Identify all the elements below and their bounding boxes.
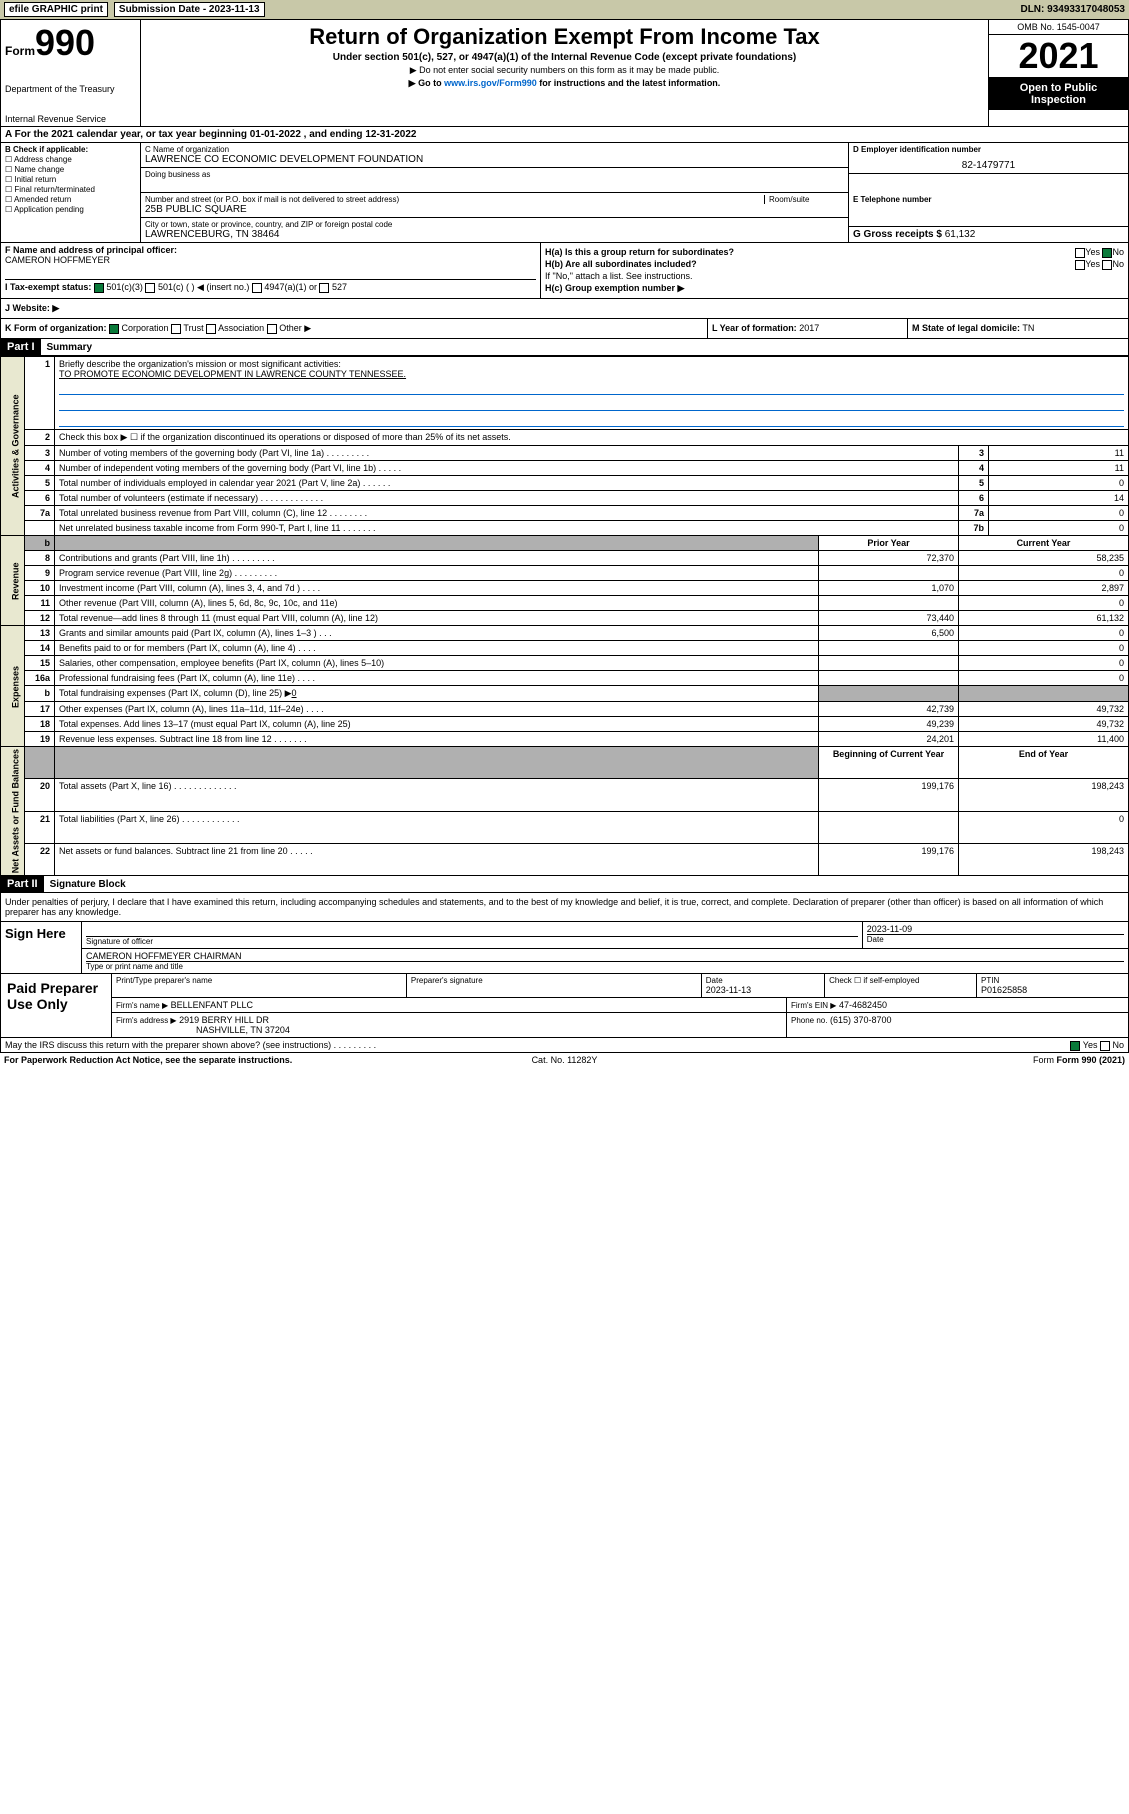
cb-corp[interactable]: [109, 324, 119, 334]
box-m: M State of legal domicile: TN: [908, 319, 1128, 338]
cb-527[interactable]: [319, 283, 329, 293]
box-l: L Year of formation: 2017: [708, 319, 908, 338]
omb-number: OMB No. 1545-0047: [989, 20, 1128, 35]
ein-label: D Employer identification number: [853, 145, 1124, 154]
part2-header: Part IISignature Block: [0, 876, 1129, 893]
header-left: Form990 Department of the Treasury Inter…: [1, 20, 141, 126]
row-fh: F Name and address of principal officer:…: [0, 243, 1129, 299]
cb-amended[interactable]: ☐ Amended return: [5, 195, 136, 204]
irs-link[interactable]: www.irs.gov/Form990: [444, 78, 537, 88]
box-h: H(a) Is this a group return for subordin…: [541, 243, 1128, 298]
cat-no: Cat. No. 11282Y: [378, 1055, 752, 1065]
irs: Internal Revenue Service: [5, 114, 136, 124]
dba-block: Doing business as: [141, 168, 848, 193]
section-bcde: B Check if applicable: ☐ Address change …: [0, 143, 1129, 243]
row-a: A For the 2021 calendar year, or tax yea…: [0, 127, 1129, 143]
page-footer: For Paperwork Reduction Act Notice, see …: [0, 1053, 1129, 1067]
ein-block: D Employer identification number 82-1479…: [849, 143, 1128, 174]
paperwork-notice: For Paperwork Reduction Act Notice, see …: [4, 1055, 378, 1065]
top-bar: efile GRAPHIC print Submission Date - 20…: [0, 0, 1129, 19]
officer-name: CAMERON HOFFMEYER: [5, 255, 536, 265]
cb-assoc[interactable]: [206, 324, 216, 334]
tax-year: 2021: [989, 35, 1128, 78]
cb-name-change[interactable]: ☐ Name change: [5, 165, 136, 174]
box-b: B Check if applicable: ☐ Address change …: [1, 143, 141, 242]
dept-treasury: Department of the Treasury: [5, 84, 136, 94]
submission-date: Submission Date - 2023-11-13: [114, 2, 265, 17]
header-title-block: Return of Organization Exempt From Incom…: [141, 20, 988, 126]
declaration: Under penalties of perjury, I declare th…: [1, 893, 1128, 921]
cb-final-return[interactable]: ☐ Final return/terminated: [5, 185, 136, 194]
ssn-note: ▶ Do not enter social security numbers o…: [145, 65, 984, 76]
box-i-label: I Tax-exempt status:: [5, 282, 91, 292]
form-subtitle: Under section 501(c), 527, or 4947(a)(1)…: [145, 52, 984, 63]
box-cde: C Name of organization LAWRENCE CO ECONO…: [141, 143, 1128, 242]
summary-table: Activities & Governance 1 Briefly descri…: [0, 356, 1129, 876]
phone-block: E Telephone number: [849, 193, 1128, 227]
part1-header: Part ISummary: [0, 339, 1129, 356]
open-public: Open to Public Inspection: [989, 78, 1128, 110]
cb-501c3[interactable]: [94, 283, 104, 293]
officer-name-title: CAMERON HOFFMEYER CHAIRMAN: [86, 951, 1124, 961]
form-ref: Form Form 990 (2021): [751, 1055, 1125, 1065]
org-name-block: C Name of organization LAWRENCE CO ECONO…: [141, 143, 848, 168]
box-f: F Name and address of principal officer:…: [1, 243, 541, 298]
efile-badge: efile GRAPHIC print: [4, 2, 108, 17]
sign-here-label: Sign Here: [1, 922, 81, 973]
street-block: Number and street (or P.O. box if mail i…: [141, 193, 848, 218]
cb-app-pending[interactable]: ☐ Application pending: [5, 205, 136, 214]
mission-text: TO PROMOTE ECONOMIC DEVELOPMENT IN LAWRE…: [59, 369, 406, 379]
tab-governance: Activities & Governance: [1, 357, 25, 536]
hb-no[interactable]: [1102, 260, 1112, 270]
tab-expenses: Expenses: [1, 626, 25, 747]
signature-block: Under penalties of perjury, I declare th…: [0, 893, 1129, 974]
ha-yes[interactable]: [1075, 248, 1085, 258]
gross-receipts: G Gross receipts $ 61,132: [849, 227, 1128, 242]
cb-trust[interactable]: [171, 324, 181, 334]
header-right: OMB No. 1545-0047 2021 Open to Public In…: [988, 20, 1128, 126]
cb-address-change[interactable]: ☐ Address change: [5, 155, 136, 164]
cb-other[interactable]: [267, 324, 277, 334]
ha-no[interactable]: [1102, 248, 1112, 258]
ein-value: 82-1479771: [853, 160, 1124, 171]
preparer-block: Paid Preparer Use Only Print/Type prepar…: [0, 974, 1129, 1038]
city-value: LAWRENCEBURG, TN 38464: [145, 229, 844, 240]
box-k: K Form of organization: Corporation Trus…: [1, 319, 708, 338]
row-j: J Website: ▶: [0, 299, 1129, 319]
street-value: 25B PUBLIC SQUARE: [145, 204, 844, 215]
name-label: C Name of organization: [145, 145, 844, 154]
cb-initial-return[interactable]: ☐ Initial return: [5, 175, 136, 184]
form-number: Form990: [5, 22, 136, 64]
form-title: Return of Organization Exempt From Incom…: [145, 24, 984, 50]
discuss-no[interactable]: [1100, 1041, 1110, 1051]
discuss-row: May the IRS discuss this return with the…: [0, 1038, 1129, 1053]
org-name: LAWRENCE CO ECONOMIC DEVELOPMENT FOUNDAT…: [145, 154, 844, 165]
paid-preparer-label: Paid Preparer Use Only: [1, 974, 111, 1037]
cb-4947[interactable]: [252, 283, 262, 293]
goto-note: ▶ Go to www.irs.gov/Form990 for instruct…: [145, 78, 984, 89]
tab-netassets: Net Assets or Fund Balances: [1, 747, 25, 876]
cb-501c[interactable]: [145, 283, 155, 293]
box-b-title: B Check if applicable:: [5, 145, 136, 154]
dln: DLN: 93493317048053: [1020, 4, 1125, 15]
discuss-yes[interactable]: [1070, 1041, 1080, 1051]
hb-yes[interactable]: [1075, 260, 1085, 270]
row-klm: K Form of organization: Corporation Trus…: [0, 319, 1129, 339]
tab-revenue: Revenue: [1, 536, 25, 626]
city-block: City or town, state or province, country…: [141, 218, 848, 242]
form-header: Form990 Department of the Treasury Inter…: [0, 19, 1129, 127]
